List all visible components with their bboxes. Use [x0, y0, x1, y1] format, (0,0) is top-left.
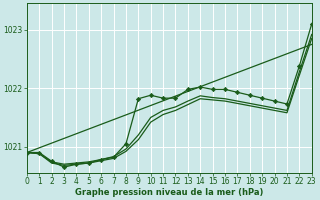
X-axis label: Graphe pression niveau de la mer (hPa): Graphe pression niveau de la mer (hPa) [75, 188, 263, 197]
